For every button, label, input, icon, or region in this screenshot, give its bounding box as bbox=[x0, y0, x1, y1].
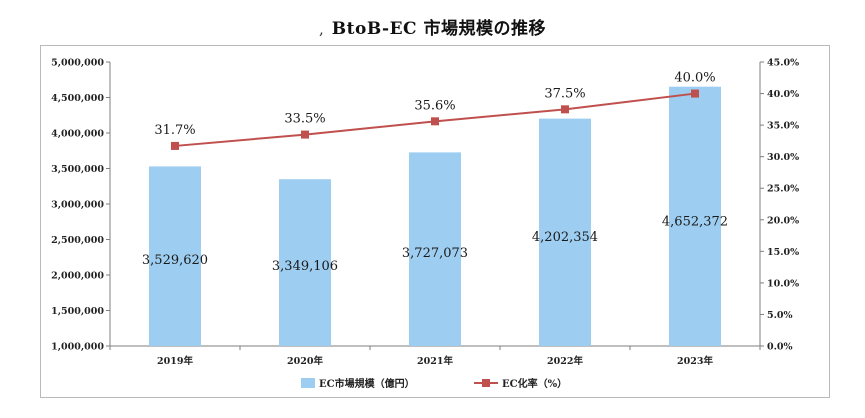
y-left-tick-label: 4,000,000 bbox=[51, 129, 104, 140]
rate-value-label: 33.5% bbox=[284, 112, 325, 127]
y-left-tick-label: 4,500,000 bbox=[51, 93, 104, 104]
x-tick-label: 2022年 bbox=[547, 355, 583, 367]
y-left-tick-label: 5,000,000 bbox=[51, 58, 104, 69]
bar-value-label: 3,349,106 bbox=[272, 259, 338, 274]
y-left-tick-label: 2,000,000 bbox=[51, 271, 104, 282]
bar-value-label: 4,652,372 bbox=[662, 215, 728, 230]
bar bbox=[669, 86, 721, 347]
rate-point bbox=[691, 89, 699, 98]
x-tick-label: 2021年 bbox=[417, 355, 453, 367]
rate-value-label: 31.7% bbox=[154, 123, 195, 138]
y-right-tick-label: 0.0% bbox=[767, 342, 793, 353]
bar-value-label: 4,202,354 bbox=[532, 230, 598, 245]
title-mark: , bbox=[319, 20, 324, 38]
bar-value-label: 3,529,620 bbox=[142, 253, 208, 268]
y-left-tick-label: 1,000,000 bbox=[51, 342, 104, 353]
legend-label-line: EC化率（%） bbox=[502, 377, 567, 390]
y-right-tick-label: 10.0% bbox=[767, 278, 799, 289]
axes: 1,000,000 1,500,000 2,000,000 2,500,000 3,00… bbox=[51, 58, 799, 368]
y-right-tick-label: 30.0% bbox=[767, 152, 799, 163]
rate-value-label: 40.0% bbox=[674, 71, 715, 86]
y-right-tick-label: 35.0% bbox=[767, 121, 799, 132]
legend: EC市場規模（億円） EC化率（%） bbox=[301, 377, 567, 390]
bar bbox=[539, 118, 591, 346]
data-labels: 3,529,620 3,349,106 3,727,073 4,202,354 4,65… bbox=[142, 71, 728, 274]
rate-point bbox=[171, 141, 179, 150]
rate-point bbox=[301, 130, 309, 139]
y-right-tick-label: 5.0% bbox=[767, 310, 793, 321]
y-right-tick-label: 15.0% bbox=[767, 247, 799, 258]
y-left-tick-label: 2,500,000 bbox=[51, 235, 104, 246]
legend-swatch-bar bbox=[301, 378, 315, 388]
rate-value-label: 37.5% bbox=[544, 86, 585, 101]
bar-value-label: 3,727,073 bbox=[402, 246, 468, 261]
y-right-tick-label: 20.0% bbox=[767, 215, 799, 226]
x-tick-label: 2020年 bbox=[287, 355, 323, 367]
chart-title-area: , BtoB-EC 市場規模の推移 bbox=[0, 14, 865, 39]
y-right-tick-label: 45.0% bbox=[767, 58, 799, 69]
legend-swatch-marker bbox=[482, 379, 490, 387]
y-left-tick-label: 3,500,000 bbox=[51, 164, 104, 175]
bar bbox=[149, 166, 201, 346]
bar-series bbox=[149, 86, 721, 347]
line-series bbox=[171, 89, 699, 150]
bar bbox=[409, 152, 461, 346]
y-right-tick-label: 40.0% bbox=[767, 89, 799, 100]
rate-point bbox=[561, 105, 569, 114]
chart-title: BtoB-EC 市場規模の推移 bbox=[331, 19, 546, 39]
x-tick-label: 2019年 bbox=[157, 355, 193, 367]
rate-point bbox=[431, 117, 439, 126]
y-left-tick-label: 1,500,000 bbox=[51, 306, 104, 317]
y-right-tick-label: 25.0% bbox=[767, 184, 799, 195]
y-left-tick-label: 3,000,000 bbox=[51, 200, 104, 211]
bar bbox=[279, 179, 331, 346]
rate-value-label: 35.6% bbox=[414, 98, 455, 113]
x-tick-label: 2023年 bbox=[677, 355, 713, 367]
chart-frame bbox=[40, 45, 830, 398]
legend-label-bar: EC市場規模（億円） bbox=[319, 377, 415, 390]
